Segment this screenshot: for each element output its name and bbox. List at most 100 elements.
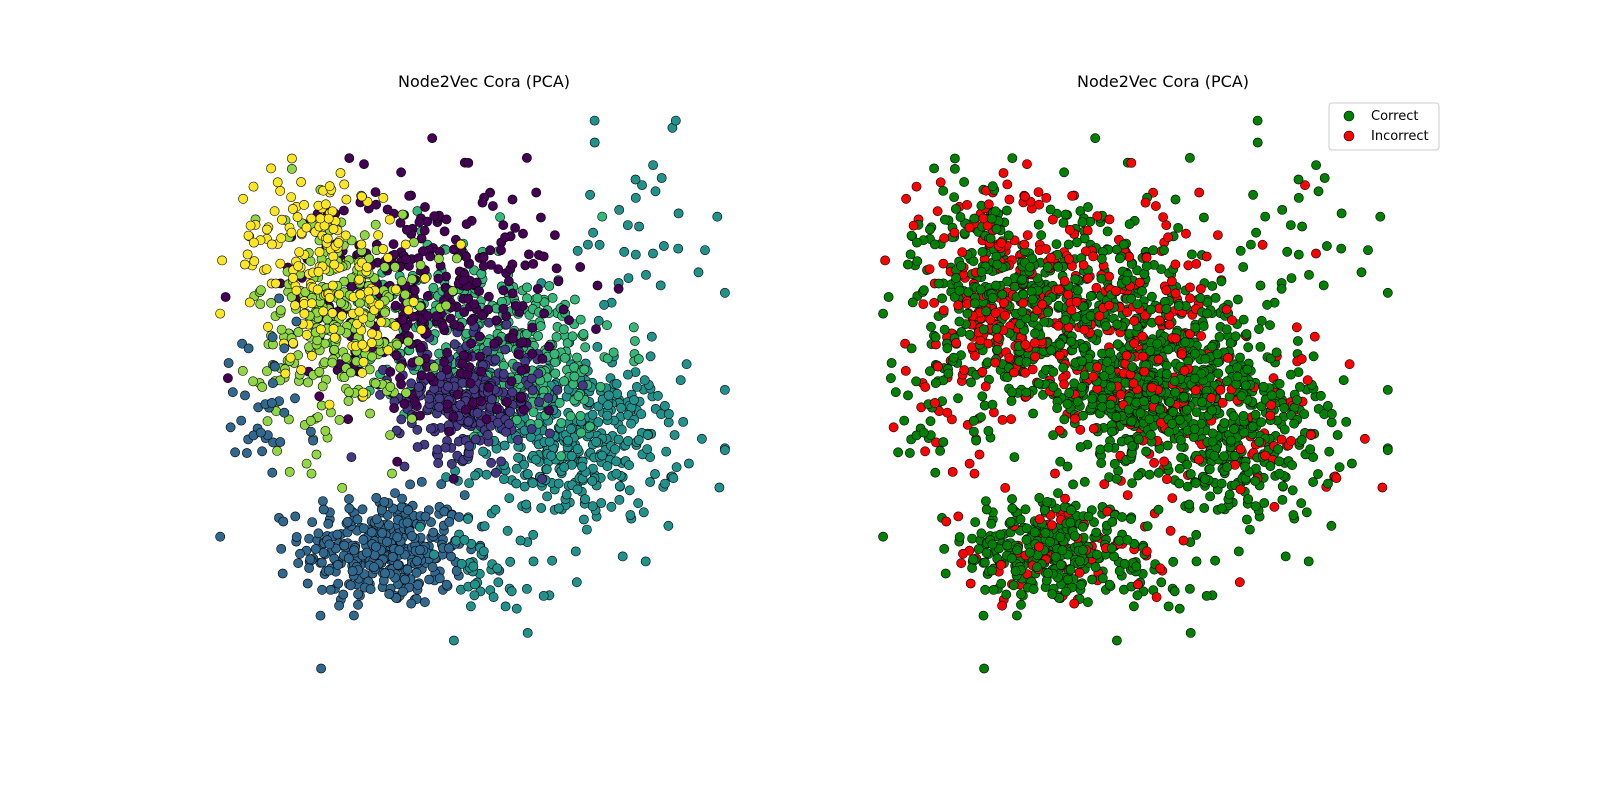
scatter-point-class-2	[332, 529, 343, 540]
scatter-point-class-2	[339, 540, 350, 551]
scatter-point-incorrect	[1137, 331, 1148, 342]
scatter-point-correct	[939, 324, 950, 335]
scatter-point-correct	[1033, 219, 1044, 230]
scatter-point-correct	[1053, 488, 1063, 498]
scatter-point-class-6	[244, 297, 255, 308]
scatter-point-correct	[943, 368, 954, 379]
scatter-point-correct	[1085, 291, 1096, 301]
scatter-point-class-6	[261, 264, 272, 274]
scatter-point-correct	[1118, 239, 1129, 250]
scatter-point-correct	[1006, 396, 1017, 406]
scatter-point-class-0	[409, 285, 420, 296]
scatter-point-correct	[1008, 580, 1019, 591]
scatter-point-correct	[1293, 174, 1304, 185]
scatter-point-incorrect	[911, 181, 922, 192]
scatter-point-class-3	[673, 243, 684, 254]
scatter-point-correct	[1135, 408, 1146, 418]
scatter-point-incorrect	[1066, 305, 1077, 316]
scatter-point-correct	[1055, 339, 1066, 350]
scatter-point-correct	[1282, 246, 1293, 257]
scatter-point-correct	[956, 261, 967, 271]
scatter-point-class-0	[478, 261, 489, 272]
scatter-point-correct	[1087, 393, 1098, 404]
scatter-point-correct	[1007, 153, 1018, 163]
scatter-point-class-2	[305, 554, 316, 565]
scatter-point-correct	[1323, 478, 1333, 489]
scatter-point-incorrect	[1129, 338, 1140, 349]
scatter-point-incorrect	[1167, 276, 1177, 287]
scatter-point-incorrect	[1083, 273, 1093, 284]
scatter-point-correct	[1129, 601, 1139, 612]
scatter-point-class-0	[481, 414, 492, 425]
scatter-point-class-4	[630, 336, 640, 346]
scatter-point-class-0	[396, 379, 406, 390]
scatter-point-class-0	[399, 398, 410, 409]
scatter-point-correct	[1015, 514, 1026, 525]
scatter-point-class-5	[365, 408, 375, 419]
scatter-point-class-0	[531, 187, 542, 198]
scatter-point-correct	[1286, 273, 1297, 283]
scatter-point-correct	[942, 343, 953, 354]
scatter-point-class-2	[402, 517, 413, 528]
scatter-point-class-2	[369, 562, 379, 572]
scatter-point-incorrect	[992, 332, 1003, 343]
scatter-point-correct	[977, 246, 988, 257]
scatter-point-class-6	[328, 224, 339, 234]
scatter-point-class-2	[344, 503, 355, 514]
scatter-point-class-0	[414, 217, 425, 227]
scatter-point-correct	[1250, 501, 1261, 512]
scatter-point-class-6	[313, 266, 324, 277]
scatter-point-class-5	[346, 367, 356, 378]
scatter-point-class-5	[370, 219, 381, 230]
scatter-point-incorrect	[1037, 299, 1048, 310]
scatter-point-class-0	[389, 403, 399, 413]
scatter-point-class-5	[414, 356, 424, 367]
scatter-point-correct	[1033, 378, 1044, 389]
scatter-point-class-3	[629, 395, 639, 405]
scatter-point-class-0	[491, 404, 502, 415]
scatter-point-correct	[1065, 517, 1076, 528]
scatter-point-incorrect	[1201, 251, 1212, 262]
scatter-point-class-3	[661, 446, 672, 457]
scatter-point-correct	[1322, 241, 1332, 251]
scatter-point-correct	[1347, 458, 1357, 469]
scatter-point-class-0	[483, 291, 494, 302]
scatter-point-incorrect	[1178, 535, 1189, 546]
scatter-point-class-1	[434, 402, 445, 412]
scatter-point-correct	[1036, 230, 1047, 241]
scatter-point-correct	[1087, 574, 1097, 585]
scatter-point-correct	[1179, 391, 1189, 402]
scatter-point-correct	[1382, 384, 1393, 395]
scatter-point-correct	[978, 610, 989, 621]
scatter-point-correct	[1057, 545, 1068, 556]
scatter-point-class-0	[483, 304, 493, 315]
scatter-point-class-2	[347, 566, 358, 576]
scatter-point-class-3	[625, 510, 636, 520]
scatter-point-incorrect	[1030, 351, 1040, 362]
scatter-point-class-2	[310, 544, 321, 554]
scatter-point-class-3	[561, 489, 572, 500]
scatter-point-class-0	[458, 350, 469, 361]
scatter-point-correct	[1216, 503, 1227, 514]
scatter-point-correct	[1191, 556, 1202, 567]
scatter-point-correct	[968, 415, 979, 426]
scatter-point-correct	[1016, 599, 1026, 610]
scatter-point-correct	[1285, 220, 1296, 230]
scatter-point-class-6	[312, 284, 323, 295]
scatter-point-class-5	[395, 362, 406, 373]
scatter-point-class-3	[623, 273, 634, 283]
scatter-point-class-5	[392, 339, 403, 350]
scatter-point-class-2	[406, 531, 417, 541]
scatter-point-correct	[1219, 451, 1229, 461]
scatter-point-incorrect	[1296, 354, 1307, 364]
scatter-point-class-5	[335, 297, 346, 308]
scatter-point-class-3	[624, 485, 635, 496]
scatter-point-correct	[985, 233, 996, 244]
scatter-point-class-6	[373, 230, 384, 241]
scatter-point-correct	[1153, 467, 1164, 478]
scatter-point-correct	[1124, 219, 1135, 229]
scatter-point-correct	[1233, 294, 1243, 305]
scatter-point-correct	[906, 343, 917, 354]
scatter-point-class-1	[501, 319, 512, 330]
